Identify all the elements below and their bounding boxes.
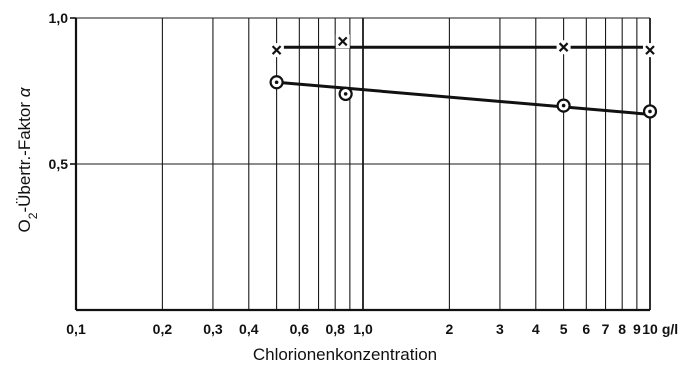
- x-tick-label: 5: [560, 321, 568, 337]
- data-point: [556, 98, 571, 113]
- point-cross: [337, 36, 348, 47]
- data-point: [643, 43, 657, 58]
- x-tick-label: 1,0: [353, 321, 373, 337]
- x-tick-label: 0,4: [239, 321, 259, 337]
- data-point: [338, 86, 353, 102]
- point-dot: [274, 80, 279, 85]
- x-tick-label: 7: [602, 321, 610, 337]
- data-point: [335, 34, 350, 49]
- x-tick-label: 0,8: [325, 321, 345, 337]
- x-tick-label: 6: [582, 321, 590, 337]
- grid-layer: [76, 17, 651, 310]
- x-tick-label: 8: [618, 321, 626, 337]
- point-cross: [558, 42, 569, 52]
- x-tick-label: 9: [633, 321, 641, 337]
- point-cross: [645, 45, 655, 55]
- y-axis-title-rest: -Übertr.-Faktor: [15, 97, 34, 212]
- y-axis-title-symbol: α: [15, 86, 34, 97]
- x-tick-label: 0,1: [66, 321, 86, 337]
- y-axis-title-main: O: [15, 219, 34, 232]
- x-tick-label: 0,2: [153, 321, 173, 337]
- x-tick-label: 10: [642, 321, 658, 337]
- x-tick-label: 2: [445, 321, 453, 337]
- x-tick-label: 0,6: [290, 321, 310, 337]
- x-tick-label: 3: [496, 321, 504, 337]
- y-tick-label: 0,5: [49, 156, 69, 172]
- tick-labels: 0,5 1,0 0,1 0,2 0,3 0,4 0,6 0,8 1,0 2 3 4 5 6 7 8 9 10: [49, 10, 658, 337]
- data-point: [269, 43, 284, 58]
- data-point: [556, 40, 571, 55]
- y-axis-title: O2-Übertr.-Faktor α: [15, 86, 40, 232]
- point-dot: [648, 109, 652, 114]
- series-line: [276, 80, 651, 116]
- series-layer: [269, 34, 658, 119]
- y-axis-title-subscript: 2: [26, 212, 40, 219]
- point-cross: [271, 45, 282, 55]
- data-point: [269, 75, 284, 90]
- x-tick-label: 4: [532, 321, 540, 337]
- x-unit-label: g/l: [662, 321, 678, 337]
- x-axis-title: Chlorionenkonzentration: [253, 345, 437, 364]
- x-tick-label: 0,3: [203, 321, 223, 337]
- data-point: [642, 104, 658, 119]
- point-dot: [561, 103, 566, 108]
- axis-titles: g/l Chlorionenkonzentration O2-Übertr.-F…: [15, 86, 678, 364]
- y-tick-label: 1,0: [49, 10, 69, 26]
- point-dot: [343, 92, 348, 96]
